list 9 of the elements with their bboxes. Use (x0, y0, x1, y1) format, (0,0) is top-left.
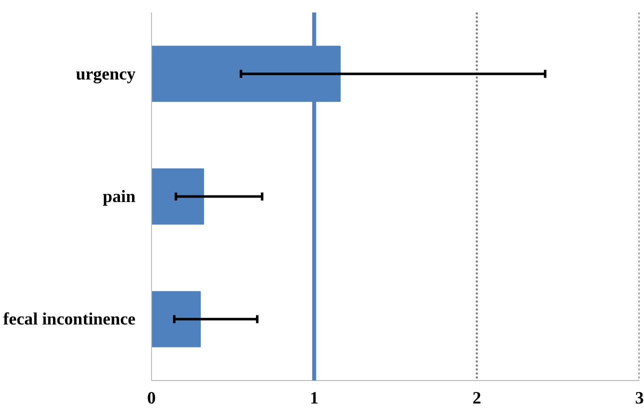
x-tick-label: 3 (635, 388, 644, 408)
bar (152, 168, 204, 225)
x-tick-label: 2 (472, 388, 482, 408)
y-tick-label: fecal incontinence (3, 310, 136, 329)
y-tick-label: pain (102, 187, 136, 206)
bar (152, 291, 201, 348)
x-tick-label: 0 (147, 388, 156, 408)
y-tick-label: urgency (76, 64, 136, 84)
x-tick-label: 1 (310, 388, 319, 408)
